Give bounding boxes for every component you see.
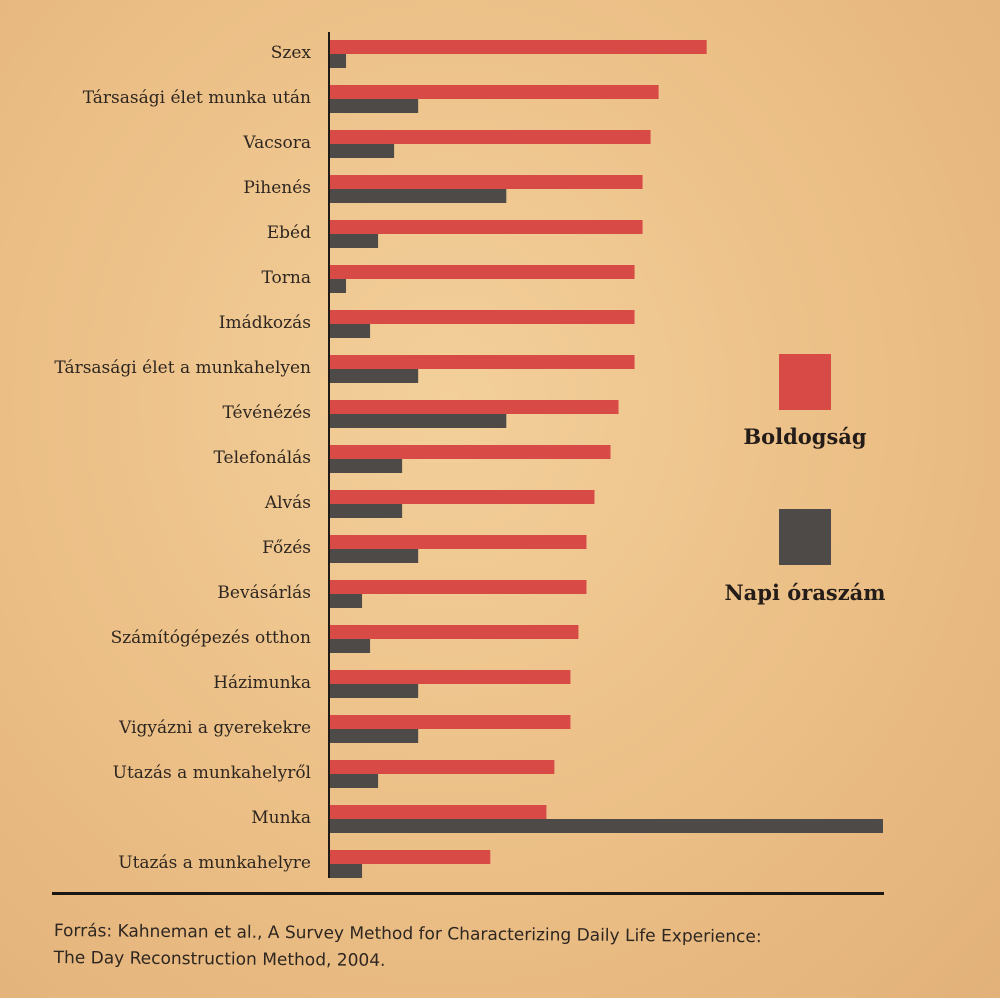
category-labels: Szex Társasági élet munka után Vacsora Pihe… xyxy=(54,43,311,873)
category-label: Pihenés xyxy=(243,178,311,198)
bar-boldogsag-5 xyxy=(330,265,635,279)
category-label: Szex xyxy=(271,43,312,63)
bar-boldogsag-6 xyxy=(330,310,635,324)
bar-napi-oraszam-11 xyxy=(330,549,419,563)
category-label: Torna xyxy=(262,268,311,288)
category-label: Vigyázni a gyerekekre xyxy=(118,718,311,738)
bar-boldogsag-8 xyxy=(330,400,619,414)
bar-boldogsag-2 xyxy=(330,130,651,144)
bar-boldogsag-7 xyxy=(330,355,635,369)
legend: Boldogság Napi óraszám xyxy=(724,354,886,605)
bar-boldogsag-13 xyxy=(330,625,579,639)
category-label: Telefonálás xyxy=(214,448,311,468)
bar-boldogsag-18 xyxy=(330,850,491,864)
bar-napi-oraszam-6 xyxy=(330,324,371,338)
category-label: Főzés xyxy=(262,538,311,558)
bar-napi-oraszam-18 xyxy=(330,864,363,878)
bar-napi-oraszam-1 xyxy=(330,99,419,113)
category-label: Munka xyxy=(251,808,311,828)
category-label: Tévénézés xyxy=(223,403,312,423)
bar-napi-oraszam-12 xyxy=(330,594,363,608)
category-label: Társasági élet a munkahelyen xyxy=(54,358,311,378)
legend-swatch-1 xyxy=(779,509,831,565)
bar-boldogsag-14 xyxy=(330,670,571,684)
category-label: Alvás xyxy=(264,493,311,513)
category-label: Bevásárlás xyxy=(217,583,311,603)
bar-boldogsag-4 xyxy=(330,220,643,234)
bar-napi-oraszam-15 xyxy=(330,729,419,743)
bar-boldogsag-12 xyxy=(330,580,587,594)
category-label: Imádkozás xyxy=(219,313,311,333)
legend-swatch-0 xyxy=(779,354,831,410)
source-divider xyxy=(52,892,884,895)
category-label: Házimunka xyxy=(213,673,311,693)
bar-napi-oraszam-14 xyxy=(330,684,419,698)
bar-boldogsag-10 xyxy=(330,490,595,504)
bar-napi-oraszam-3 xyxy=(330,189,507,203)
legend-label-1: Napi óraszám xyxy=(724,580,885,605)
bar-napi-oraszam-8 xyxy=(330,414,507,428)
bar-napi-oraszam-4 xyxy=(330,234,379,248)
bar-napi-oraszam-5 xyxy=(330,279,347,293)
bar-boldogsag-1 xyxy=(330,85,659,99)
bar-boldogsag-9 xyxy=(330,445,611,459)
category-label: Utazás a munkahelyre xyxy=(118,853,311,873)
bar-napi-oraszam-7 xyxy=(330,369,419,383)
bar-boldogsag-15 xyxy=(330,715,571,729)
bar-napi-oraszam-0 xyxy=(330,54,347,68)
bar-boldogsag-11 xyxy=(330,535,587,549)
bar-boldogsag-16 xyxy=(330,760,555,774)
category-label: Számítógépezés otthon xyxy=(111,628,311,648)
category-label: Utazás a munkahelyről xyxy=(113,763,311,783)
bar-napi-oraszam-13 xyxy=(330,639,371,653)
category-label: Társasági élet munka után xyxy=(83,88,311,108)
bars-group xyxy=(330,40,883,878)
bar-napi-oraszam-9 xyxy=(330,459,403,473)
legend-label-0: Boldogság xyxy=(743,424,867,449)
bar-boldogsag-3 xyxy=(330,175,643,189)
bar-napi-oraszam-10 xyxy=(330,504,403,518)
bar-boldogsag-17 xyxy=(330,805,547,819)
bar-napi-oraszam-2 xyxy=(330,144,395,158)
category-label: Vacsora xyxy=(242,133,311,153)
bar-napi-oraszam-16 xyxy=(330,774,379,788)
bar-boldogsag-0 xyxy=(330,40,707,54)
source-note: Forrás: Kahneman et al., A Survey Method… xyxy=(54,918,914,980)
bar-napi-oraszam-17 xyxy=(330,819,883,833)
category-label: Ebéd xyxy=(267,223,311,243)
